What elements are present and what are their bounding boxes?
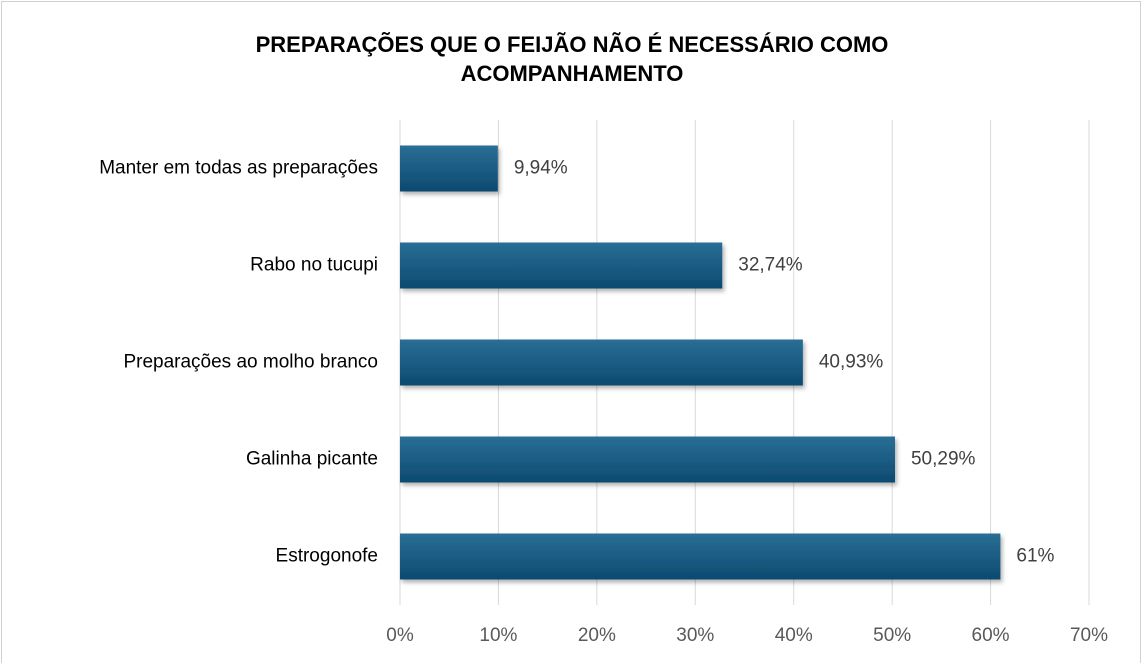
bar [400, 242, 723, 289]
x-tick-label: 30% [676, 625, 714, 646]
x-tick-label: 0% [386, 625, 414, 646]
data-label: 61% [1016, 546, 1054, 567]
y-tick-label: Manter em todas as preparações [99, 158, 378, 179]
y-tick-label: Galinha picante [246, 449, 378, 470]
x-tick-label: 10% [479, 625, 517, 646]
data-label: 40,93% [819, 352, 884, 373]
y-tick-label: Estrogonofe [276, 546, 378, 567]
bar [400, 145, 498, 192]
y-tick-label: Rabo no tucupi [250, 255, 378, 276]
x-tick-label: 70% [1070, 625, 1108, 646]
bar [400, 339, 803, 386]
data-label: 50,29% [911, 449, 976, 470]
x-tick-label: 60% [972, 625, 1010, 646]
x-tick-label: 50% [873, 625, 911, 646]
data-label: 9,94% [514, 158, 568, 179]
chart-title: PREPARAÇÕES QUE O FEIJÃO NÃO É NECESSÁRI… [255, 32, 889, 86]
data-label: 32,74% [738, 255, 803, 276]
y-tick-label: Preparações ao molho branco [123, 352, 378, 373]
bar [400, 436, 895, 483]
bar [400, 533, 1001, 580]
x-tick-label: 40% [775, 625, 813, 646]
x-tick-label: 20% [578, 625, 616, 646]
